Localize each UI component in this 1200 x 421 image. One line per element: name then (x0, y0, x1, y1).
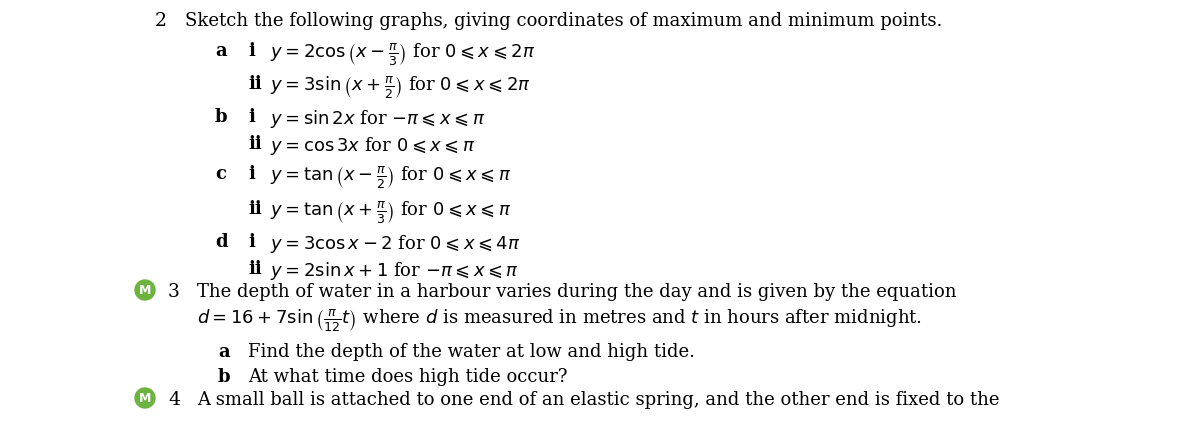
Text: i: i (248, 108, 254, 126)
Text: $d = 16 + 7\sin\left(\frac{\pi}{12}t\right)$ where $d$ is measured in metres and: $d = 16 + 7\sin\left(\frac{\pi}{12}t\rig… (197, 308, 922, 334)
Text: Sketch the following graphs, giving coordinates of maximum and minimum points.: Sketch the following graphs, giving coor… (185, 12, 942, 30)
Text: M: M (139, 392, 151, 405)
Text: c: c (215, 165, 226, 183)
Circle shape (134, 388, 155, 408)
Text: i: i (248, 42, 254, 60)
Text: ii: ii (248, 75, 262, 93)
Text: $y = 3\sin\left(x + \frac{\pi}{2}\right)$ for $0 \leqslant x \leqslant 2\pi$: $y = 3\sin\left(x + \frac{\pi}{2}\right)… (270, 75, 530, 101)
Text: $y = \tan\left(x - \frac{\pi}{2}\right)$ for $0 \leqslant x \leqslant \pi$: $y = \tan\left(x - \frac{\pi}{2}\right)$… (270, 165, 511, 191)
Text: A small ball is attached to one end of an elastic spring, and the other end is f: A small ball is attached to one end of a… (197, 391, 1000, 409)
Text: At what time does high tide occur?: At what time does high tide occur? (248, 368, 568, 386)
Text: $y = 2\cos\left(x - \frac{\pi}{3}\right)$ for $0 \leqslant x \leqslant 2\pi$: $y = 2\cos\left(x - \frac{\pi}{3}\right)… (270, 42, 535, 68)
Text: M: M (139, 283, 151, 296)
Circle shape (134, 280, 155, 300)
Text: a: a (215, 42, 227, 60)
Text: i: i (248, 165, 254, 183)
Text: 4: 4 (168, 391, 180, 409)
Text: ii: ii (248, 135, 262, 153)
Text: Find the depth of the water at low and high tide.: Find the depth of the water at low and h… (248, 343, 695, 361)
Text: a: a (218, 343, 229, 361)
Text: $y = \cos 3x$ for $0 \leqslant x \leqslant \pi$: $y = \cos 3x$ for $0 \leqslant x \leqsla… (270, 135, 475, 157)
Text: b: b (218, 368, 230, 386)
Text: $y = 2\sin x + 1$ for $-\pi \leqslant x \leqslant \pi$: $y = 2\sin x + 1$ for $-\pi \leqslant x … (270, 260, 518, 282)
Text: d: d (215, 233, 228, 251)
Text: ii: ii (248, 200, 262, 218)
Text: $y = \sin 2x$ for $-\pi \leqslant x \leqslant \pi$: $y = \sin 2x$ for $-\pi \leqslant x \leq… (270, 108, 486, 130)
Text: b: b (215, 108, 228, 126)
Text: $y = 3\cos x - 2$ for $0 \leqslant x \leqslant 4\pi$: $y = 3\cos x - 2$ for $0 \leqslant x \le… (270, 233, 521, 255)
Text: ii: ii (248, 260, 262, 278)
Text: 3: 3 (168, 283, 180, 301)
Text: 2: 2 (155, 12, 167, 30)
Text: $y = \tan\left(x + \frac{\pi}{3}\right)$ for $0 \leqslant x \leqslant \pi$: $y = \tan\left(x + \frac{\pi}{3}\right)$… (270, 200, 511, 226)
Text: i: i (248, 233, 254, 251)
Text: The depth of water in a harbour varies during the day and is given by the equati: The depth of water in a harbour varies d… (197, 283, 956, 301)
